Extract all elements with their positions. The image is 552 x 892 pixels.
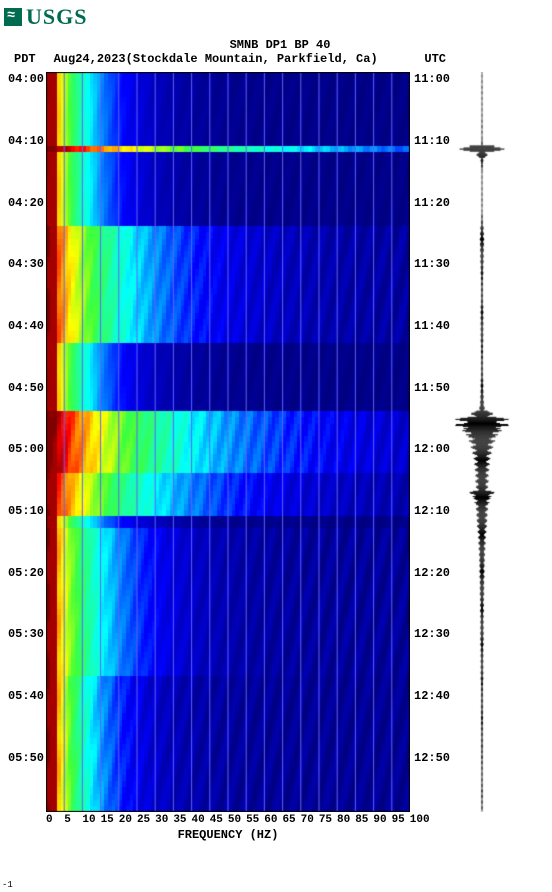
footer-mark: -1 [2,880,13,890]
y-tick-left: 05:00 [4,442,44,504]
y-tick-right: 12:10 [414,504,452,566]
usgs-logo-text: USGS [26,4,87,30]
y-tick-left: 05:10 [4,504,44,566]
y-tick-left: 04:00 [4,72,44,134]
y-tick-right: 12:20 [414,566,452,628]
y-tick-right: 12:50 [414,751,452,813]
y-tick-left: 05:20 [4,566,44,628]
y-tick-left: 04:40 [4,319,44,381]
y-tick-right: 11:30 [414,257,452,319]
chart-area: 04:0004:1004:2004:3004:4004:5005:0005:10… [4,72,552,842]
y-tick-left: 04:20 [4,196,44,258]
y-axis-right: 11:0011:1011:2011:3011:4011:5012:0012:10… [410,72,452,812]
y-tick-left: 04:30 [4,257,44,319]
station-label: Aug24,2023(Stockdale Mountain, Parkfield… [54,52,407,66]
waveform-panel [452,72,512,812]
x-axis-ticks: 0510152025303540455055606570758085909510… [46,814,410,826]
y-tick-right: 12:30 [414,627,452,689]
y-tick-right: 11:50 [414,381,452,443]
chart-title: SMNB DP1 BP 40 [4,38,552,52]
spectrogram-canvas [46,72,410,812]
x-axis-label: FREQUENCY (HZ) [46,828,410,842]
y-tick-left: 05:50 [4,751,44,813]
y-tick-right: 11:20 [414,196,452,258]
y-tick-right: 11:00 [414,72,452,134]
usgs-logo: USGS [4,4,552,30]
y-tick-right: 11:10 [414,134,452,196]
y-tick-left: 05:40 [4,689,44,751]
spectrogram-panel: 0510152025303540455055606570758085909510… [46,72,410,842]
tz-right-label: UTC [424,52,552,66]
y-tick-right: 12:00 [414,442,452,504]
y-tick-left: 04:50 [4,381,44,443]
y-axis-left: 04:0004:1004:2004:3004:4004:5005:0005:10… [4,72,46,812]
y-tick-left: 05:30 [4,627,44,689]
waveform-canvas [452,72,512,812]
tz-left-label: PDT [14,52,36,66]
y-tick-right: 12:40 [414,689,452,751]
y-tick-right: 11:40 [414,319,452,381]
usgs-logo-mark [4,8,22,26]
chart-subheader: PDT Aug24,2023(Stockdale Mountain, Parkf… [4,52,552,66]
y-tick-left: 04:10 [4,134,44,196]
